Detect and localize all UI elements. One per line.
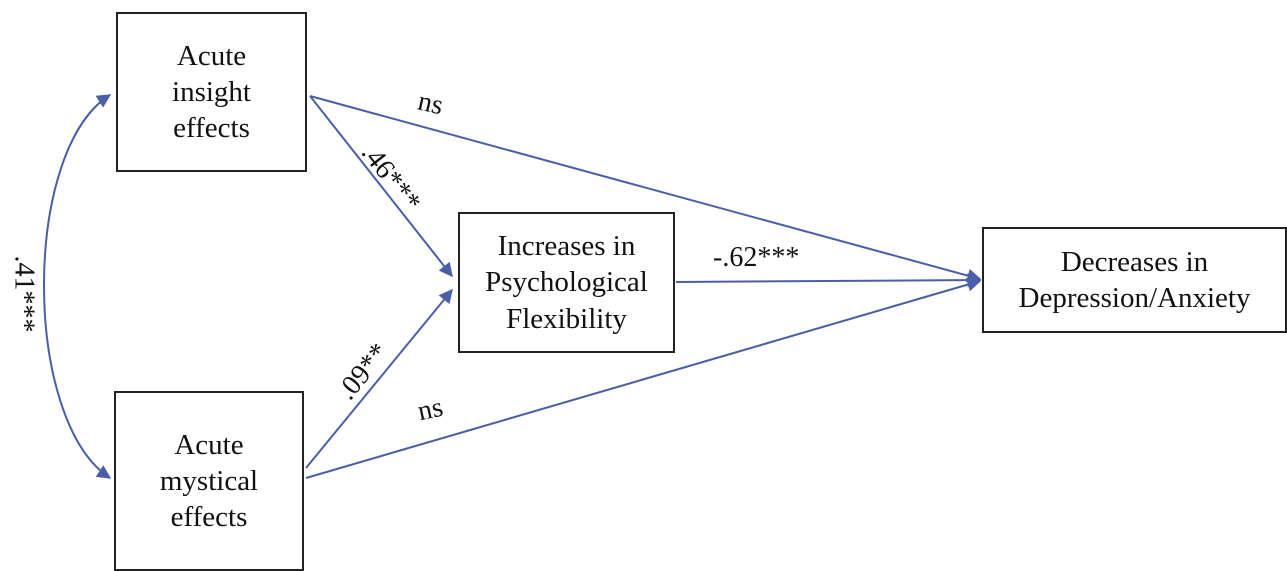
node-line: mystical	[159, 464, 259, 497]
node-psychological-flexibility: Increases in Psychological Flexibility	[458, 212, 675, 353]
arrow-flexibility-to-outcome	[675, 273, 982, 288]
node-line: Acute	[174, 428, 244, 461]
node-line: Acute	[176, 39, 247, 72]
arrow-insight-to-flexibility	[309, 95, 453, 278]
node-line: Psychological	[485, 266, 648, 299]
label-correlation: .41***	[8, 255, 40, 333]
arrow-mystical-to-outcome	[305, 277, 982, 479]
node-line: Decreases in	[1060, 245, 1209, 278]
node-line: effects	[170, 501, 248, 534]
node-line: Depression/Anxiety	[1018, 282, 1251, 314]
node-line: effects	[173, 112, 250, 145]
arrow-mystical-to-flexibility	[305, 288, 453, 469]
label-flexibility-to-outcome: -.62***	[713, 242, 800, 273]
correlation-arc	[43, 94, 112, 479]
node-line: insight	[172, 75, 251, 108]
node-acute-mystical: Acute mystical effects	[114, 391, 304, 571]
node-line: Increases in	[497, 230, 636, 263]
node-acute-insight: Acute insight effects	[116, 12, 307, 172]
arrow-insight-to-outcome	[309, 95, 982, 283]
node-line: Flexibility	[506, 302, 627, 335]
node-depression-anxiety: Decreases in Depression/Anxiety	[982, 227, 1287, 333]
